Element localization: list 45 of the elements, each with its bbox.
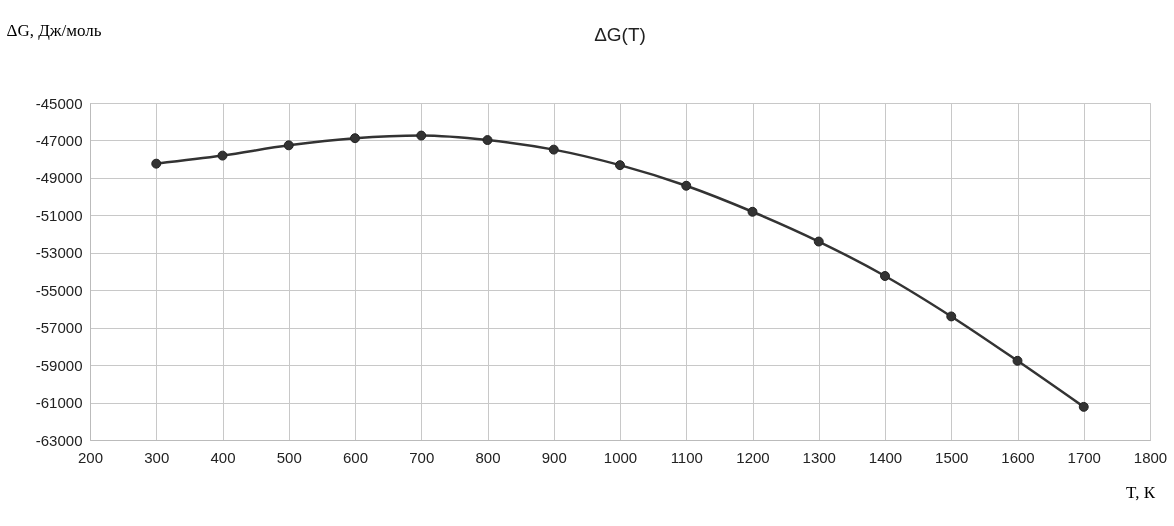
point	[615, 160, 625, 171]
x-tick-label: 1100	[670, 448, 703, 466]
x-tick-label: 1400	[868, 448, 903, 466]
point	[1012, 355, 1023, 366]
point	[747, 206, 758, 217]
y-tick-label: -45000	[35, 94, 83, 112]
x-tick-label: 800	[475, 448, 501, 466]
x-tick-label: 1000	[603, 448, 638, 466]
point	[813, 236, 824, 247]
x-tick-label: 300	[144, 448, 170, 466]
y-tick-label: -51000	[35, 206, 83, 224]
x-tick-label: 700	[409, 448, 435, 466]
x-tick-label: 400	[210, 448, 236, 466]
x-tick-label: 200	[77, 448, 104, 466]
chart-title: ΔG(T)	[594, 24, 646, 45]
y-tick-label: -57000	[35, 319, 83, 337]
x-tick-label: 1700	[1067, 448, 1101, 466]
y-tick-label: -53000	[35, 244, 83, 262]
point	[416, 130, 427, 141]
y-tick-label: -55000	[35, 281, 83, 299]
x-tick-label: 1200	[736, 448, 770, 466]
x-tick-label: 1300	[802, 448, 836, 466]
point	[880, 271, 890, 281]
point	[350, 133, 360, 144]
point	[283, 140, 294, 151]
x-tick-label: 900	[541, 448, 567, 466]
point	[482, 135, 493, 146]
y-tick-label: -61000	[35, 394, 83, 412]
point	[681, 180, 692, 191]
x-tick-label: 1500	[935, 448, 969, 466]
point	[1078, 401, 1089, 412]
point	[151, 158, 162, 169]
point	[946, 311, 957, 322]
y-tick-label: -59000	[35, 356, 83, 374]
y-tick-label: -63000	[35, 431, 83, 449]
point	[217, 150, 228, 161]
y-tick-label: -49000	[35, 169, 83, 187]
x-tick-label: 1600	[1001, 448, 1035, 466]
y-axis-title: ΔG, Дж/моль	[6, 20, 102, 40]
y-tick-label: -47000	[35, 131, 83, 149]
x-axis-title: T, К	[1126, 482, 1156, 502]
x-tick-label: 1800	[1133, 448, 1168, 466]
x-tick-label: 500	[276, 448, 302, 466]
point	[548, 144, 559, 155]
x-tick-label: 600	[342, 448, 369, 466]
